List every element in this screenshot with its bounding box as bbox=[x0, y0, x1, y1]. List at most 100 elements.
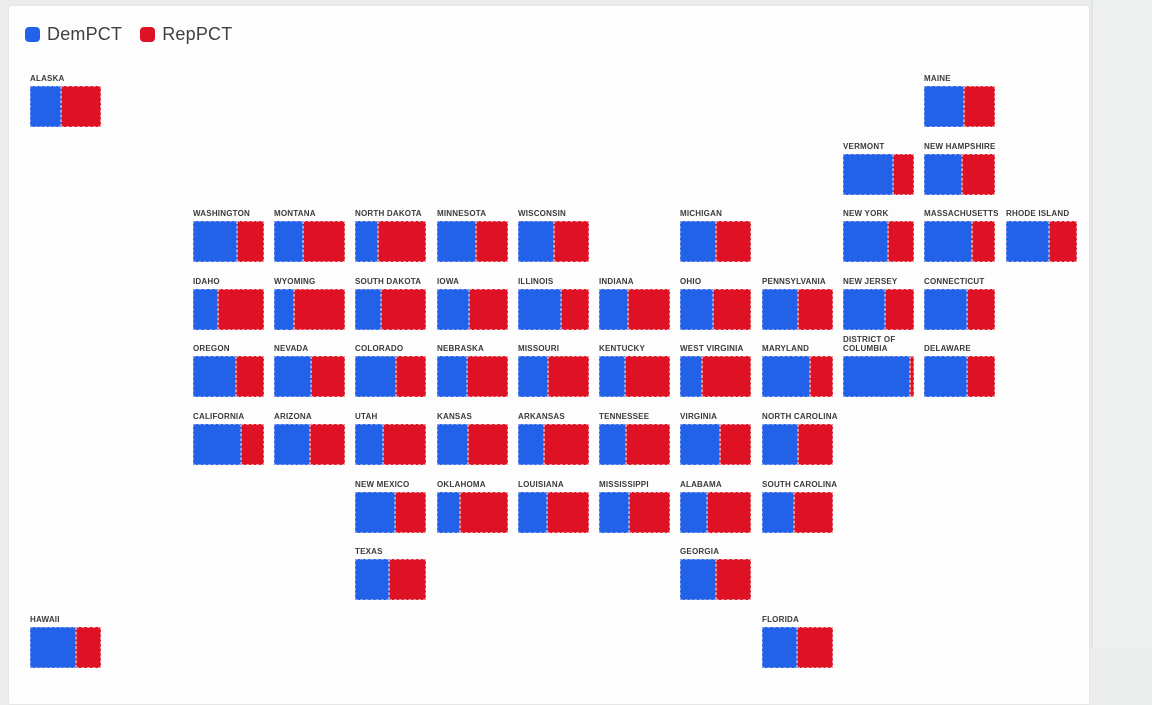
dem-bar-segment[interactable] bbox=[599, 424, 626, 465]
state-bar[interactable] bbox=[599, 356, 670, 397]
state-bar[interactable] bbox=[355, 424, 426, 465]
rep-bar-segment[interactable] bbox=[476, 221, 508, 262]
rep-bar-segment[interactable] bbox=[468, 289, 508, 330]
rep-bar-segment[interactable] bbox=[910, 356, 914, 397]
dem-bar-segment[interactable] bbox=[355, 289, 382, 330]
dem-bar-segment[interactable] bbox=[437, 492, 461, 533]
dem-bar-segment[interactable] bbox=[843, 356, 911, 397]
dem-bar-segment[interactable] bbox=[437, 424, 469, 465]
dem-bar-segment[interactable] bbox=[518, 221, 555, 262]
dem-bar-segment[interactable] bbox=[680, 221, 717, 262]
rep-bar-segment[interactable] bbox=[460, 492, 508, 533]
state-bar[interactable] bbox=[680, 559, 751, 600]
dem-bar-segment[interactable] bbox=[924, 356, 967, 397]
rep-bar-segment[interactable] bbox=[381, 289, 426, 330]
rep-bar-segment[interactable] bbox=[962, 154, 995, 195]
dem-bar-segment[interactable] bbox=[193, 289, 218, 330]
rep-bar-segment[interactable] bbox=[237, 221, 264, 262]
rep-bar-segment[interactable] bbox=[713, 289, 751, 330]
state-bar[interactable] bbox=[843, 289, 914, 330]
dem-bar-segment[interactable] bbox=[680, 492, 707, 533]
rep-bar-segment[interactable] bbox=[798, 289, 833, 330]
rep-bar-segment[interactable] bbox=[702, 356, 751, 397]
state-bar[interactable] bbox=[355, 492, 426, 533]
state-bar[interactable] bbox=[518, 492, 589, 533]
rep-bar-segment[interactable] bbox=[715, 559, 751, 600]
dem-bar-segment[interactable] bbox=[924, 221, 973, 262]
rep-bar-segment[interactable] bbox=[310, 424, 345, 465]
rep-bar-segment[interactable] bbox=[628, 289, 670, 330]
dem-bar-segment[interactable] bbox=[1006, 221, 1050, 262]
state-bar[interactable] bbox=[437, 289, 508, 330]
state-bar[interactable] bbox=[355, 356, 426, 397]
rep-bar-segment[interactable] bbox=[310, 356, 345, 397]
state-bar[interactable] bbox=[518, 289, 589, 330]
state-bar[interactable] bbox=[355, 289, 426, 330]
state-bar[interactable] bbox=[30, 86, 101, 127]
dem-bar-segment[interactable] bbox=[843, 289, 885, 330]
dem-bar-segment[interactable] bbox=[843, 154, 893, 195]
state-bar[interactable] bbox=[762, 424, 833, 465]
state-bar[interactable] bbox=[762, 492, 833, 533]
rep-bar-segment[interactable] bbox=[625, 356, 670, 397]
state-bar[interactable] bbox=[1006, 221, 1077, 262]
rep-bar-segment[interactable] bbox=[389, 559, 426, 600]
rep-bar-segment[interactable] bbox=[967, 289, 995, 330]
rep-bar-segment[interactable] bbox=[892, 154, 914, 195]
dem-bar-segment[interactable] bbox=[762, 492, 794, 533]
rep-bar-segment[interactable] bbox=[547, 356, 589, 397]
state-bar[interactable] bbox=[437, 492, 508, 533]
rep-bar-segment[interactable] bbox=[625, 424, 670, 465]
dem-bar-segment[interactable] bbox=[680, 559, 716, 600]
state-bar[interactable] bbox=[680, 492, 751, 533]
rep-bar-segment[interactable] bbox=[887, 221, 914, 262]
dem-bar-segment[interactable] bbox=[274, 221, 304, 262]
dem-bar-segment[interactable] bbox=[30, 86, 62, 127]
dem-bar-segment[interactable] bbox=[518, 289, 561, 330]
state-bar[interactable] bbox=[355, 221, 426, 262]
state-bar[interactable] bbox=[680, 289, 751, 330]
dem-bar-segment[interactable] bbox=[680, 289, 714, 330]
state-bar[interactable] bbox=[762, 356, 833, 397]
rep-bar-segment[interactable] bbox=[468, 424, 508, 465]
rep-bar-segment[interactable] bbox=[560, 289, 589, 330]
rep-bar-segment[interactable] bbox=[554, 221, 589, 262]
dem-bar-segment[interactable] bbox=[274, 289, 294, 330]
rep-bar-segment[interactable] bbox=[963, 86, 995, 127]
dem-bar-segment[interactable] bbox=[193, 356, 236, 397]
rep-bar-segment[interactable] bbox=[810, 356, 833, 397]
rep-bar-segment[interactable] bbox=[394, 492, 426, 533]
dem-bar-segment[interactable] bbox=[680, 424, 720, 465]
rep-bar-segment[interactable] bbox=[716, 221, 751, 262]
dem-bar-segment[interactable] bbox=[437, 289, 469, 330]
dem-bar-segment[interactable] bbox=[518, 356, 548, 397]
state-bar[interactable] bbox=[274, 424, 345, 465]
state-bar[interactable] bbox=[599, 289, 670, 330]
state-bar[interactable] bbox=[518, 356, 589, 397]
rep-bar-segment[interactable] bbox=[628, 492, 670, 533]
state-bar[interactable] bbox=[193, 356, 264, 397]
state-bar[interactable] bbox=[924, 289, 995, 330]
rep-bar-segment[interactable] bbox=[966, 356, 995, 397]
dem-bar-segment[interactable] bbox=[599, 356, 626, 397]
rep-bar-segment[interactable] bbox=[382, 424, 426, 465]
rep-bar-segment[interactable] bbox=[884, 289, 914, 330]
state-bar[interactable] bbox=[437, 356, 508, 397]
dem-bar-segment[interactable] bbox=[355, 559, 390, 600]
state-bar[interactable] bbox=[193, 424, 264, 465]
dem-bar-segment[interactable] bbox=[193, 221, 238, 262]
dem-bar-segment[interactable] bbox=[599, 289, 629, 330]
state-bar[interactable] bbox=[599, 424, 670, 465]
dem-bar-segment[interactable] bbox=[924, 86, 964, 127]
state-bar[interactable] bbox=[680, 356, 751, 397]
rep-bar-segment[interactable] bbox=[303, 221, 345, 262]
rep-bar-segment[interactable] bbox=[396, 356, 426, 397]
rep-bar-segment[interactable] bbox=[706, 492, 751, 533]
rep-bar-segment[interactable] bbox=[217, 289, 264, 330]
state-bar[interactable] bbox=[680, 424, 751, 465]
dem-bar-segment[interactable] bbox=[274, 356, 311, 397]
state-bar[interactable] bbox=[274, 221, 345, 262]
dem-bar-segment[interactable] bbox=[762, 289, 799, 330]
rep-bar-segment[interactable] bbox=[466, 356, 508, 397]
rep-bar-segment[interactable] bbox=[547, 492, 589, 533]
